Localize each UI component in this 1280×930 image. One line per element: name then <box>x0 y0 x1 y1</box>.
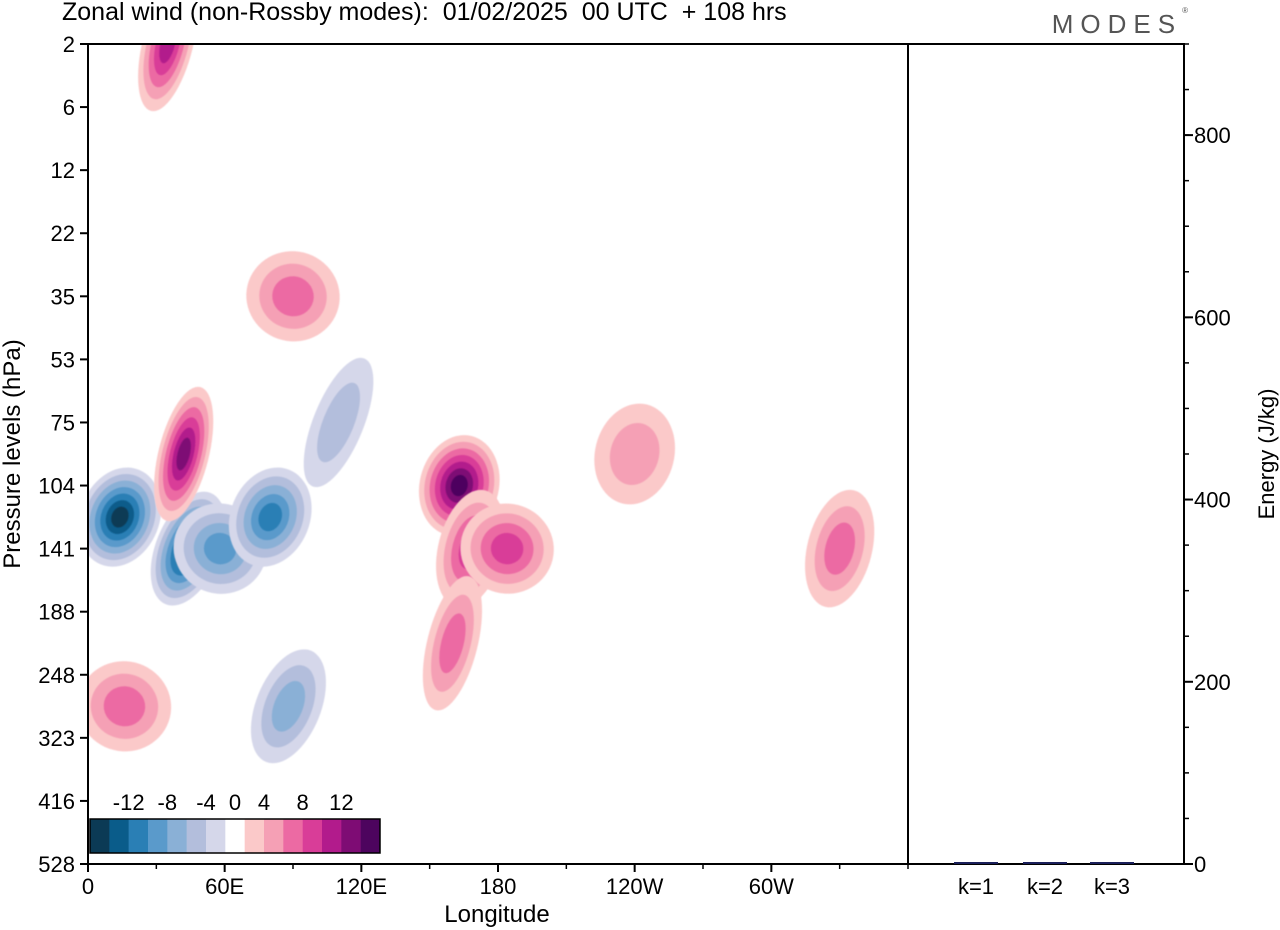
x-axis-label: Longitude <box>444 901 549 928</box>
y-tick-label: 12 <box>51 158 75 183</box>
wind-feature <box>88 467 162 567</box>
colorbar-swatch <box>109 819 129 853</box>
y-tick-label: 2 <box>63 32 75 57</box>
logo-text: MODES <box>1051 9 1183 39</box>
colorbar-swatch <box>225 819 245 853</box>
x-tick-label: 0 <box>82 874 94 899</box>
y-tick-label: 248 <box>38 663 75 688</box>
colorbar-swatch <box>264 819 284 853</box>
y-axis-label: Pressure levels (hPa) <box>0 339 26 568</box>
x-tick-label: 180 <box>480 874 517 899</box>
modes-logo: MODES® <box>1051 6 1188 40</box>
energy-bar <box>1090 862 1134 864</box>
y-tick-label: 53 <box>51 347 75 372</box>
x-tick-label: 120E <box>336 874 387 899</box>
colorbar-frame <box>89 818 381 854</box>
colorbar-swatch <box>206 819 226 853</box>
contour-band <box>439 613 466 674</box>
x-tick-label: 60E <box>205 874 244 899</box>
contour-band <box>824 522 856 575</box>
energy-tick-label: 200 <box>1194 670 1231 695</box>
wind-feature <box>246 251 340 342</box>
energy-category-label: k=1 <box>958 874 994 899</box>
colorbar: -12 -8 -4 0 4 8 12 <box>89 790 381 854</box>
colorbar-swatch <box>148 819 168 853</box>
contour-band <box>450 474 468 497</box>
wind-feature <box>594 403 676 505</box>
contour-band <box>272 276 314 317</box>
colorbar-label: -8 <box>158 790 178 815</box>
energy-category-label: k=3 <box>1094 874 1130 899</box>
colorbar-label: -4 <box>196 790 216 815</box>
energy-bar <box>954 862 998 864</box>
contour-band <box>271 681 306 732</box>
contour-band <box>490 532 524 565</box>
wind-feature <box>460 503 554 594</box>
wind-feature <box>88 661 172 752</box>
wind-feature <box>250 649 326 764</box>
contour-band <box>176 437 191 471</box>
y-tick-label: 323 <box>38 726 75 751</box>
contour-band <box>609 422 660 486</box>
colorbar-label: 0 <box>229 790 241 815</box>
energy-bar <box>1023 862 1067 864</box>
energy-tick-label: 0 <box>1194 852 1206 877</box>
colorbar-swatch <box>167 819 187 853</box>
colorbar-swatch <box>360 819 381 853</box>
energy-axis-label: Energy (J/kg) <box>1254 389 1279 520</box>
y-tick-label: 141 <box>38 537 75 562</box>
colorbar-swatch <box>128 819 149 853</box>
y-tick-label: 104 <box>38 474 75 499</box>
energy-tick-label: 800 <box>1194 123 1231 148</box>
contour-band <box>111 506 129 528</box>
wind-feature <box>228 467 312 567</box>
wind-field <box>88 44 875 764</box>
colorbar-label: 8 <box>297 790 309 815</box>
contour-band <box>203 532 237 565</box>
colorbar-swatch <box>322 819 342 853</box>
colorbar-label: -12 <box>113 790 145 815</box>
y-tick-label: 188 <box>38 600 75 625</box>
wind-feature <box>422 576 483 711</box>
colorbar-swatch <box>244 819 265 853</box>
colorbar-swatch <box>186 819 207 853</box>
energy-tick-label: 600 <box>1194 305 1231 330</box>
energy-frame <box>907 43 1185 865</box>
logo-registered-mark: ® <box>1182 6 1188 16</box>
plot-frame <box>87 43 909 865</box>
wind-feature <box>303 357 374 488</box>
energy-axis: 0 200 400 600 800 <box>1184 43 1231 877</box>
colorbar-label: 12 <box>329 790 353 815</box>
colorbar-swatch <box>302 819 323 853</box>
wind-feature <box>805 489 875 608</box>
chart-title: Zonal wind (non-Rossby modes): 01/02/202… <box>62 0 787 26</box>
contour-band <box>103 686 146 727</box>
x-tick-label: 120W <box>606 874 664 899</box>
contour-band <box>258 502 283 532</box>
y-tick-label: 22 <box>51 221 75 246</box>
energy-tick-label: 400 <box>1194 488 1231 513</box>
wind-feature <box>154 386 214 522</box>
y-tick-label: 416 <box>38 789 75 814</box>
energy-category-label: k=2 <box>1027 874 1063 899</box>
x-tick-label: 60W <box>749 874 794 899</box>
wind-feature <box>138 44 198 112</box>
y-tick-label: 528 <box>38 852 75 877</box>
y-tick-label: 6 <box>63 95 75 120</box>
energy-bars: k=1 k=2 k=3 <box>954 862 1134 899</box>
y-tick-label: 35 <box>51 284 75 309</box>
contour-band <box>317 382 360 463</box>
x-axis: 0 60E 120E 180 120W 60W <box>82 864 909 899</box>
colorbar-swatch <box>283 819 303 853</box>
y-axis: 2 6 12 22 35 53 75 104 141 188 248 323 416 528 <box>38 32 88 877</box>
colorbar-swatch <box>341 819 361 853</box>
colorbar-label: 4 <box>258 790 270 815</box>
y-tick-label: 75 <box>51 410 75 435</box>
colorbar-swatch <box>90 819 110 853</box>
